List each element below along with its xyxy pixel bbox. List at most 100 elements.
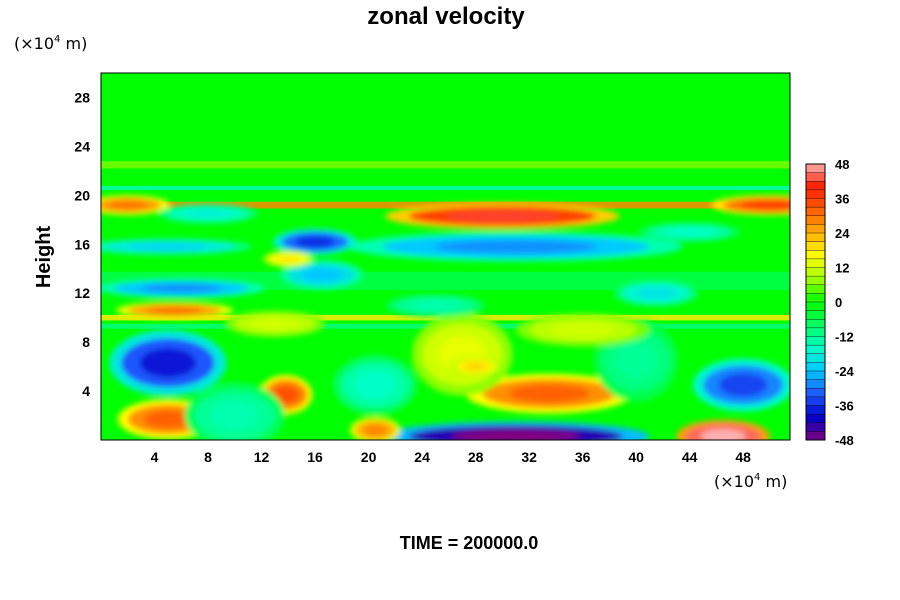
y-tick-label-5: 24	[74, 138, 90, 154]
heatmap-cell-27	[639, 222, 740, 242]
y-axis-unit: (×104 m)	[14, 34, 87, 53]
time-label: TIME = 200000.0	[400, 533, 539, 553]
y-tick-label-0: 4	[82, 383, 90, 399]
colorbar-swatch-4	[805, 198, 826, 208]
colorbar-swatch-3	[805, 189, 826, 200]
y-tick-label-6: 28	[74, 89, 90, 105]
colorbar-swatch-19	[805, 327, 826, 338]
colorbar-tick-label-5: -12	[835, 330, 854, 345]
colorbar-swatch-0	[805, 163, 826, 174]
colorbar-swatch-2	[805, 181, 826, 191]
heatmap-band-4	[101, 161, 790, 169]
heatmap-cell-0	[385, 202, 620, 230]
heatmap-cell-28	[263, 250, 314, 268]
colorbar-swatch-14	[805, 284, 826, 294]
heatmap-cell-5	[273, 228, 357, 256]
colorbar-swatch-27	[805, 396, 826, 407]
colorbar-swatch-22	[805, 353, 826, 363]
colorbar-swatch-20	[805, 336, 826, 346]
heatmap-cell-8	[279, 259, 364, 290]
y-axis-ticks: 4 8 12 16 20 24 28	[74, 89, 90, 399]
heatmap-cell-9	[109, 329, 227, 396]
colorbar-swatch-21	[805, 344, 826, 355]
colorbar-swatch-31	[805, 431, 826, 441]
heatmap-cell-24	[224, 310, 326, 337]
colorbar-swatch-16	[805, 301, 826, 312]
heatmap-plot-area	[100, 72, 791, 441]
colorbar-swatch-13	[805, 275, 826, 286]
x-tick-label-0: 4	[151, 449, 159, 465]
x-tick-label-5: 24	[414, 449, 430, 465]
colorbar-swatch-23	[805, 362, 826, 372]
heatmap-cell-23	[515, 313, 650, 347]
heatmap-cell-18	[184, 382, 285, 440]
colorbar-tick-label-8: -48	[835, 433, 854, 448]
colorbar-swatch-30	[805, 422, 826, 432]
heatmap-cell-4	[348, 231, 683, 262]
colorbar-tick-label-6: -24	[835, 364, 855, 379]
colorbar-swatch-7	[805, 224, 826, 234]
colorbar-tick-label-1: 36	[835, 192, 849, 207]
colorbar-swatch-11	[805, 258, 826, 269]
heatmap-cell-6	[101, 238, 252, 255]
heatmap-cell-25	[385, 293, 486, 317]
colorbar-tick-label-4: 0	[835, 295, 842, 310]
heatmap-cell-1	[711, 195, 790, 216]
colorbar-swatch-8	[805, 232, 826, 243]
heatmap-cell-14	[381, 421, 650, 440]
heatmap-cell-13	[465, 373, 633, 414]
colorbar-swatch-15	[805, 293, 826, 303]
x-tick-label-9: 40	[628, 449, 644, 465]
colorbar-swatch-18	[805, 319, 826, 329]
x-tick-label-6: 28	[468, 449, 484, 465]
heatmap-cell-17	[333, 355, 418, 415]
heatmap-band-1	[101, 185, 790, 191]
x-tick-label-7: 32	[521, 449, 537, 465]
x-tick-label-8: 36	[575, 449, 591, 465]
x-axis-ticks: 4 8 12 16 20 24 28 32 36 40 44 48	[151, 449, 752, 465]
x-tick-label-3: 16	[307, 449, 323, 465]
chart-title: zonal velocity	[367, 3, 525, 30]
y-tick-label-2: 12	[74, 285, 90, 301]
heatmap-band-5	[101, 271, 790, 291]
heatmap-cell-7	[101, 278, 265, 299]
y-tick-label-3: 16	[74, 236, 90, 252]
y-tick-label-4: 20	[74, 187, 90, 203]
colorbar: 48 36 24 12 0 -12 -24 -36 -48	[805, 157, 855, 448]
colorbar-swatch-28	[805, 405, 826, 415]
x-tick-label-10: 44	[682, 449, 698, 465]
colorbar-swatch-12	[805, 267, 826, 277]
heatmap-cell-2	[101, 195, 170, 216]
colorbar-swatch-26	[805, 388, 826, 398]
colorbar-swatch-17	[805, 310, 826, 320]
x-axis-unit: (×104 m)	[714, 472, 787, 491]
colorbar-tick-label-2: 24	[835, 226, 850, 241]
colorbar-swatch-5	[805, 206, 826, 217]
heatmap-cell-22	[614, 279, 699, 307]
colorbar-frame	[805, 163, 826, 441]
colorbar-swatch-24	[805, 370, 826, 381]
heatmap-cell-15	[676, 419, 770, 440]
colorbar-swatch-1	[805, 172, 826, 182]
heatmap-cell-19	[412, 313, 513, 396]
colorbar-tick-label-0: 48	[835, 157, 849, 172]
colorbar-swatch-29	[805, 413, 826, 424]
heatmap-cell-16	[350, 417, 401, 440]
x-tick-label-2: 12	[254, 449, 270, 465]
heatmap-cell-10	[693, 358, 790, 412]
colorbar-tick-label-3: 12	[835, 261, 849, 276]
y-tick-label-1: 8	[82, 334, 90, 350]
y-axis-label: Height	[33, 226, 55, 289]
colorbar-swatch-10	[805, 250, 826, 260]
heatmap-cell-26	[157, 203, 259, 224]
colorbar-tick-label-7: -36	[835, 399, 854, 414]
plot-frame	[100, 72, 791, 441]
colorbar-swatch-9	[805, 241, 826, 251]
heatmap-cell-3	[116, 302, 234, 319]
colorbar-swatch-25	[805, 379, 826, 389]
x-tick-label-11: 48	[735, 449, 751, 465]
x-tick-label-1: 8	[204, 449, 212, 465]
colorbar-swatch-6	[805, 215, 826, 225]
heatmap-cell-21	[450, 356, 501, 377]
